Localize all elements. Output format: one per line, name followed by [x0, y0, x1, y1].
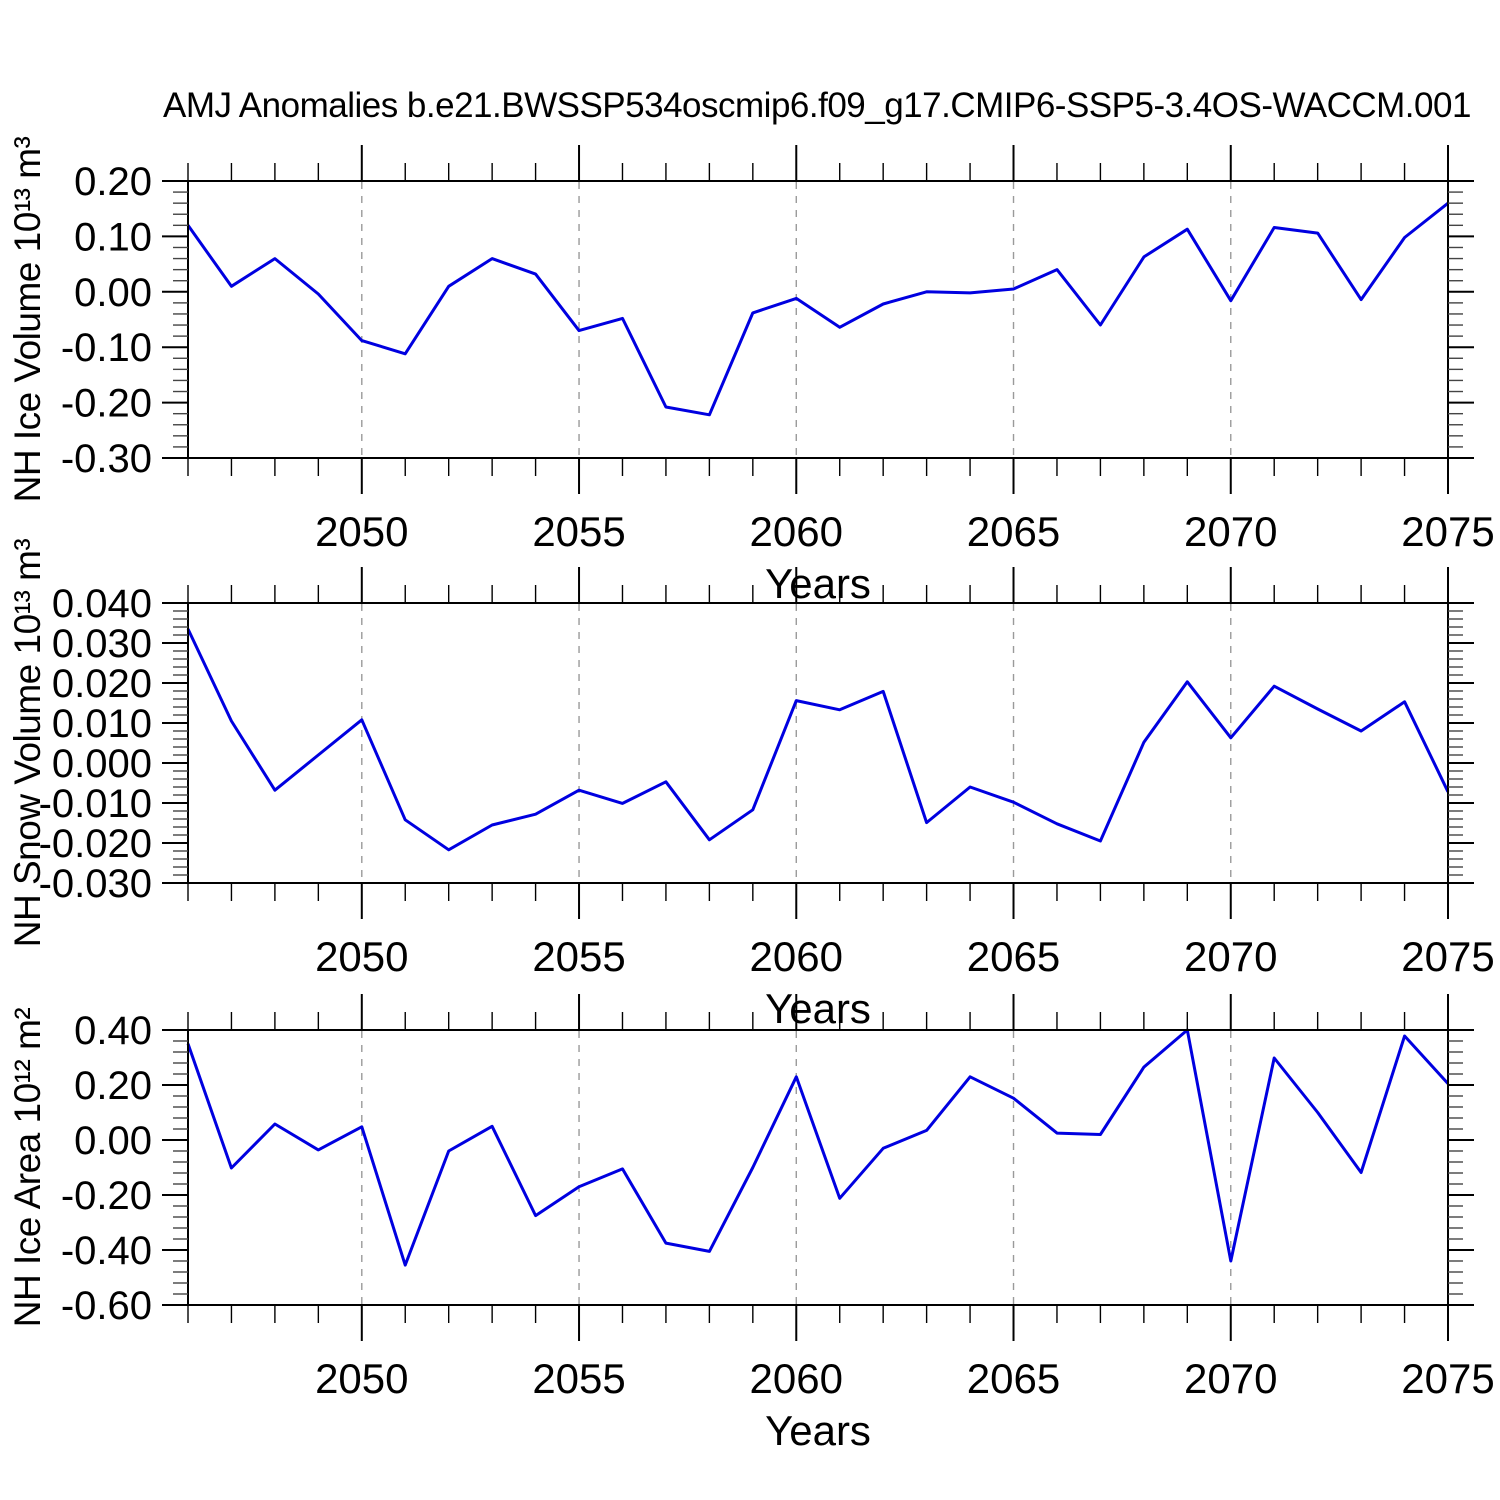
data-line-nh-ice-area — [186, 1028, 1450, 1267]
x-tick-label: 2065 — [967, 1355, 1060, 1402]
chart-title: AMJ Anomalies b.e21.BWSSP534oscmip6.f09_… — [163, 86, 1471, 125]
panel-nh-snow-volume: 0.0400.0300.0200.0100.000-0.010-0.020-0.… — [7, 539, 1495, 1032]
y-tick-label: -0.30 — [61, 437, 152, 481]
x-tick-label: 2075 — [1401, 1355, 1494, 1402]
plot-frame — [187, 1029, 1449, 1306]
y-axis-title: NH Ice Volume 10¹³ m³ — [7, 136, 48, 502]
x-tick-label: 2055 — [532, 1355, 625, 1402]
y-tick-label: -0.010 — [39, 782, 152, 826]
y-tick-label: 0.000 — [52, 742, 152, 786]
y-tick-label: -0.60 — [61, 1284, 152, 1328]
x-tick-label: 2075 — [1401, 508, 1494, 555]
y-tick-label: 0.00 — [74, 1119, 152, 1163]
y-tick-label: -0.10 — [61, 326, 152, 370]
x-tick-label: 2065 — [967, 508, 1060, 555]
plot-frame — [187, 180, 1449, 459]
y-tick-label: 0.20 — [74, 160, 152, 204]
y-tick-label: 0.040 — [52, 582, 152, 626]
panel-nh-ice-area: 0.40 0.20 0.00 -0.20 -0.40 -0.60 2050 2055 2060 2… — [7, 994, 1495, 1454]
x-tick-label: 2055 — [532, 933, 625, 980]
x-tick-label: 2065 — [967, 933, 1060, 980]
x-tick-label: 2050 — [315, 1355, 408, 1402]
x-tick-label: 2060 — [750, 933, 843, 980]
data-line-nh-snow-volume — [186, 628, 1450, 852]
y-tick-label: -0.20 — [61, 1174, 152, 1218]
y-tick-label: 0.00 — [74, 271, 152, 315]
y-tick-label: 0.10 — [74, 215, 152, 259]
x-axis-title: Years — [765, 985, 871, 1032]
y-tick-label: -0.030 — [39, 862, 152, 906]
x-tick-label: 2075 — [1401, 933, 1494, 980]
y-tick-label: 0.020 — [52, 662, 152, 706]
x-axis-title: Years — [765, 560, 871, 607]
y-tick-label: 0.20 — [74, 1064, 152, 1108]
plot-frame — [187, 602, 1449, 884]
y-tick-label: -0.020 — [39, 822, 152, 866]
x-tick-label: 2050 — [315, 933, 408, 980]
y-tick-label: 0.010 — [52, 702, 152, 746]
y-tick-label: -0.40 — [61, 1229, 152, 1273]
y-tick-label: 0.40 — [74, 1009, 152, 1053]
y-tick-label: 0.030 — [52, 622, 152, 666]
y-axis-title: NH Snow Volume 10¹³ m³ — [7, 539, 48, 948]
y-tick-label: -0.20 — [61, 382, 152, 426]
data-line-nh-ice-volume — [186, 202, 1449, 417]
y-axis-title: NH Ice Area 10¹² m² — [7, 1008, 48, 1328]
x-axis-title: Years — [765, 1407, 871, 1454]
x-tick-label: 2055 — [532, 508, 625, 555]
x-tick-label: 2060 — [750, 508, 843, 555]
x-tick-label: 2050 — [315, 508, 408, 555]
x-tick-label: 2070 — [1184, 1355, 1277, 1402]
x-tick-label: 2070 — [1184, 508, 1277, 555]
x-tick-label: 2070 — [1184, 933, 1277, 980]
x-tick-label: 2060 — [750, 1355, 843, 1402]
panel-nh-ice-volume: 0.20 0.10 0.00 -0.10 -0.20 -0.30 2050 2055 2060 2… — [7, 136, 1495, 607]
